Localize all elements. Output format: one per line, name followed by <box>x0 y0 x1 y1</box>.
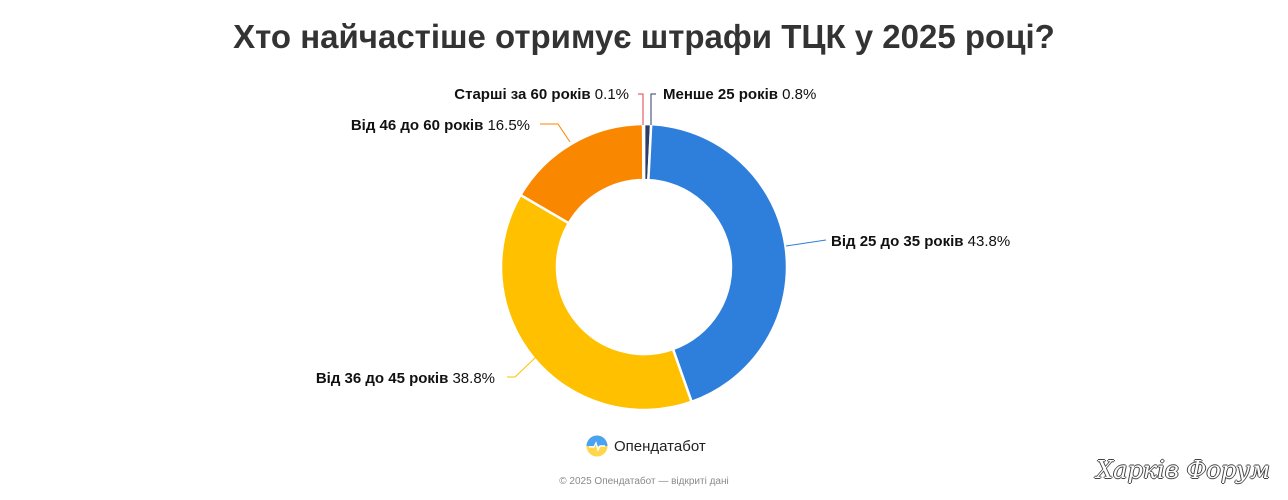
data-label-5: Старші за 60 років 0.1% <box>454 86 629 103</box>
leader-line-1 <box>650 93 656 125</box>
leader-line-4 <box>540 123 571 143</box>
data-label-value: 0.8% <box>778 86 816 103</box>
brand-name: Опендатабот <box>614 437 706 455</box>
chart-title: Хто найчастіше отримує штрафи ТЦК у 2025… <box>233 18 1055 55</box>
slice-3 <box>499 193 693 412</box>
brand: Опендатабот <box>586 434 706 458</box>
chart-slices <box>499 122 789 412</box>
data-label-value: 38.8% <box>448 370 495 387</box>
data-label-value: 16.5% <box>483 117 530 134</box>
slice-2 <box>647 122 789 404</box>
watermark: Харків Форум <box>1096 456 1270 484</box>
data-label-2: Від 25 до 35 років 43.8% <box>831 233 1010 250</box>
slice-5 <box>641 122 646 182</box>
data-label-4: Від 46 до 60 років 16.5% <box>351 117 530 134</box>
data-label-category: Від 46 до 60 років <box>351 117 483 134</box>
data-label-category: Менше 25 років <box>663 86 778 103</box>
leader-line-2 <box>785 239 827 247</box>
chart-labels: Менше 25 років 0.8% Від 25 до 35 років 43… <box>316 86 1010 387</box>
data-label-category: Старші за 60 років <box>454 86 590 103</box>
data-label-value: 43.8% <box>963 233 1010 250</box>
data-label-1: Менше 25 років 0.8% <box>663 86 816 103</box>
footer-credit: © 2025 Опендатабот — відкриті дані <box>559 476 729 487</box>
data-label-value: 0.1% <box>591 86 629 103</box>
opendatabot-logo-icon <box>586 435 608 457</box>
leader-line-3 <box>507 356 537 378</box>
data-label-category: Від 25 до 35 років <box>831 233 963 250</box>
data-label-category: Від 36 до 45 років <box>316 370 448 387</box>
data-label-3: Від 36 до 45 років 38.8% <box>316 370 495 387</box>
leader-line-5 <box>638 93 644 125</box>
